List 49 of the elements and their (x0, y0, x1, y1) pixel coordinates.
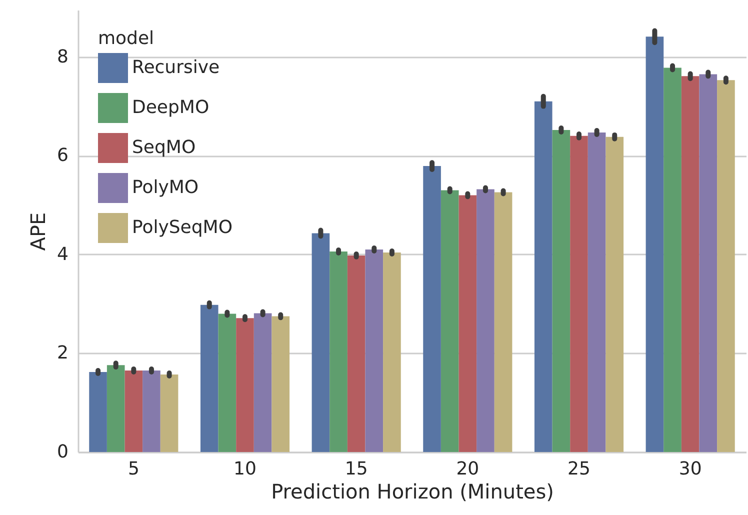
bar (254, 313, 272, 452)
bar (330, 251, 348, 452)
y-tick-label: 4 (57, 244, 68, 265)
bar (458, 195, 477, 452)
bar (494, 192, 512, 452)
x-tick-label: 5 (128, 458, 140, 480)
x-axis-title: Prediction Horizon (Minutes) (271, 480, 554, 504)
bar (534, 101, 552, 452)
bar (646, 36, 664, 452)
bar (347, 255, 366, 452)
x-tick-label: 15 (344, 458, 368, 480)
bar (160, 374, 178, 452)
bar (476, 189, 494, 452)
x-tick-label: 20 (456, 458, 480, 480)
y-axis-title: APE (26, 212, 50, 251)
bar (272, 316, 290, 452)
bar (681, 76, 700, 452)
y-tick-label: 0 (57, 442, 68, 462)
legend-label: SeqMO (132, 137, 196, 158)
y-tick-label: 6 (57, 145, 68, 166)
x-tick-label: 30 (678, 458, 702, 480)
bar (142, 370, 160, 452)
bar (588, 132, 606, 452)
bar (312, 233, 330, 452)
bar (423, 166, 441, 452)
bar (106, 365, 125, 452)
bar (552, 130, 570, 452)
legend-title: model (98, 28, 154, 49)
legend-label: Recursive (132, 57, 220, 78)
bar (124, 370, 143, 452)
legend-label: DeepMO (132, 97, 210, 118)
y-tick-label: 2 (57, 342, 68, 364)
bar (236, 318, 254, 452)
bar (699, 74, 718, 452)
legend-label: PolySeqMO (132, 217, 233, 238)
bar (365, 250, 384, 452)
bar (218, 314, 236, 452)
x-tick-label: 10 (234, 458, 256, 480)
bar (606, 136, 624, 452)
bar (200, 304, 218, 452)
bar (440, 190, 459, 452)
bar (664, 68, 682, 452)
bar (570, 136, 588, 452)
legend-label: PolyMO (132, 177, 199, 198)
bar (89, 372, 107, 452)
bar (383, 252, 401, 452)
bar (717, 80, 735, 452)
x-tick-label: 25 (568, 458, 590, 480)
y-tick-label: 8 (57, 46, 68, 68)
